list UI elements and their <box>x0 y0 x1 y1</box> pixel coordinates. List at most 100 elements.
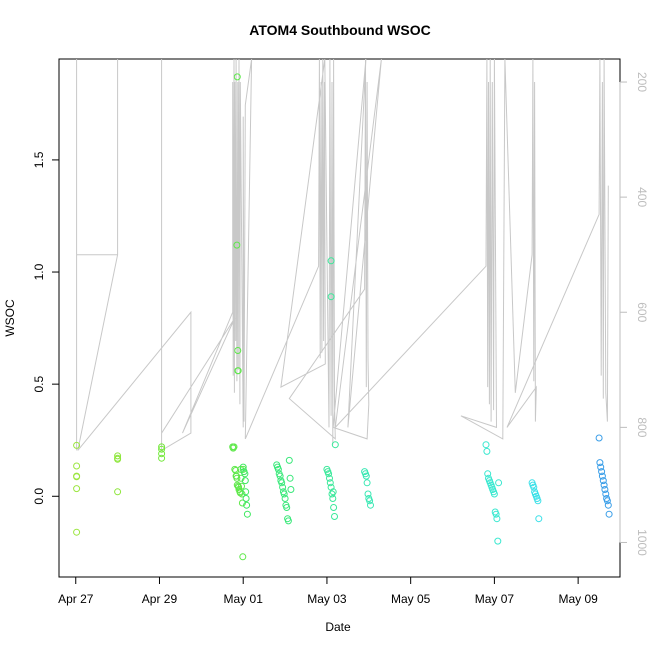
x-tick-label: May 01 <box>224 592 264 606</box>
pressure-trace-line <box>76 59 609 452</box>
data-point <box>284 517 292 525</box>
data-point <box>602 490 610 498</box>
data-point <box>238 490 246 498</box>
data-point <box>598 468 606 476</box>
series-6 <box>323 257 339 520</box>
y-tick-label: 1.0 <box>32 263 46 280</box>
data-point <box>241 470 249 478</box>
y-axis-label: WSOC <box>3 299 17 337</box>
data-point <box>329 488 337 496</box>
series-0 <box>73 441 81 536</box>
data-point <box>239 463 247 471</box>
data-point <box>285 456 293 464</box>
data-point <box>243 501 251 509</box>
x-tick-label: Apr 27 <box>58 592 94 606</box>
data-point <box>274 465 282 473</box>
data-point <box>492 510 500 518</box>
data-point <box>278 479 286 487</box>
data-point <box>243 510 251 518</box>
data-point <box>238 499 246 507</box>
series-4 <box>239 463 251 518</box>
series-5 <box>273 456 295 525</box>
data-point <box>158 445 166 453</box>
series-9 <box>528 479 543 523</box>
data-point <box>326 474 333 482</box>
x-tick-label: May 07 <box>475 592 515 606</box>
data-point <box>595 434 603 442</box>
x-tick-label: May 03 <box>307 592 347 606</box>
data-point <box>234 367 242 375</box>
data-point <box>494 537 502 545</box>
data-point <box>114 488 122 496</box>
data-point <box>600 481 608 489</box>
data-point <box>483 447 491 455</box>
data-point <box>233 474 241 482</box>
data-point <box>114 455 122 463</box>
y-axis: 0.0 0.5 1.0 1.5 <box>32 151 60 505</box>
data-point <box>233 241 241 249</box>
data-point <box>327 483 335 491</box>
y-tick-label: 1.5 <box>32 151 46 168</box>
data-point <box>158 450 166 458</box>
data-point <box>114 452 122 460</box>
data-point <box>605 510 613 518</box>
data-point <box>158 443 166 451</box>
data-point <box>73 462 81 470</box>
data-point <box>280 490 288 498</box>
data-point <box>495 479 503 487</box>
secondary-y-tick-label: 400 <box>635 187 649 207</box>
data-point <box>331 513 338 520</box>
data-point <box>598 472 606 480</box>
data-point <box>327 293 335 301</box>
secondary-y-axis: 200 400 600 800 1000 <box>619 72 649 556</box>
secondary-y-tick-label: 200 <box>635 72 649 92</box>
data-point <box>283 504 291 511</box>
data-point <box>73 485 81 493</box>
x-axis-label: Date <box>325 620 351 634</box>
data-point <box>534 497 542 505</box>
data-point <box>482 441 490 449</box>
secondary-y-tick-label: 1000 <box>635 529 649 556</box>
data-point <box>331 441 339 449</box>
data-point <box>73 441 81 449</box>
data-point <box>241 477 249 485</box>
data-point <box>329 495 337 502</box>
data-point <box>281 495 289 502</box>
data-point <box>158 454 166 462</box>
data-point <box>596 459 604 467</box>
data-point <box>367 501 374 509</box>
data-point <box>530 483 538 491</box>
chart-title: ATOM4 Southbound WSOC <box>249 22 430 38</box>
data-point <box>73 473 81 481</box>
data-point <box>326 479 334 487</box>
data-point <box>237 474 245 482</box>
data-point <box>364 490 372 498</box>
pressure-trace-layer <box>76 59 609 452</box>
data-point <box>242 495 250 502</box>
series-10 <box>595 434 613 518</box>
data-point <box>363 479 371 487</box>
y-tick-label: 0.0 <box>32 488 46 505</box>
data-point <box>599 477 607 485</box>
data-point <box>286 474 294 482</box>
data-point <box>366 497 374 505</box>
data-point <box>230 443 238 451</box>
data-point <box>604 501 612 509</box>
series-8 <box>482 441 503 545</box>
data-point <box>242 488 250 496</box>
data-point <box>484 470 492 478</box>
data-point <box>603 497 611 505</box>
data-point <box>233 73 241 81</box>
x-axis: Apr 27 Apr 29 May 01 May 03 May 05 May 07 May … <box>58 576 598 606</box>
series-1 <box>114 452 122 496</box>
y-tick-label: 0.5 <box>32 375 46 392</box>
data-point <box>234 347 242 354</box>
series-2 <box>158 443 166 462</box>
data-point <box>362 472 370 480</box>
data-point <box>597 463 605 471</box>
data-point <box>279 483 287 491</box>
data-point <box>239 553 247 561</box>
data-point <box>330 504 338 511</box>
data-point <box>73 528 81 536</box>
